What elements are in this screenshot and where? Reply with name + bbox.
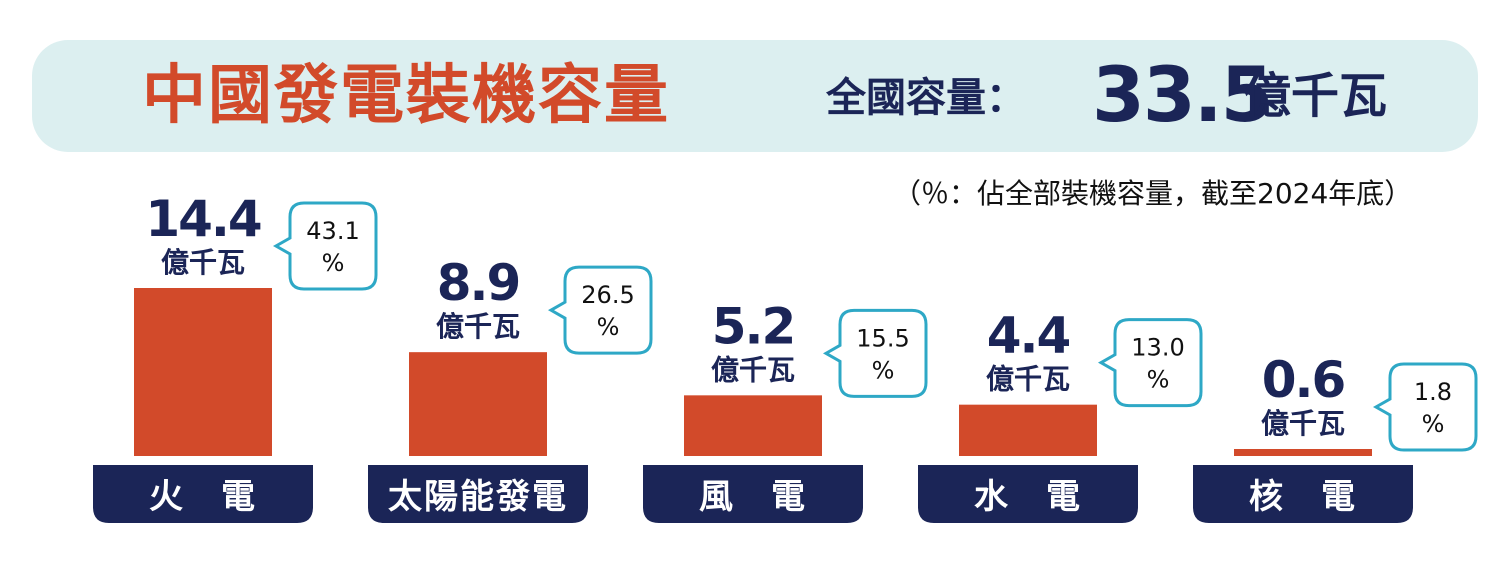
percent-callout-1 <box>547 265 653 355</box>
category-label-bg-0 <box>93 465 313 523</box>
percent-value-2: 15.5 <box>856 324 909 352</box>
percent-unit-3: % <box>1147 366 1170 394</box>
chart-note: （％：佔全部裝機容量，截至2024年底） <box>893 177 1413 210</box>
header-banner <box>32 40 1478 152</box>
percent-unit-2: % <box>872 356 895 384</box>
total-capacity-label: 全國容量： <box>826 75 1026 121</box>
bar-2 <box>684 395 822 456</box>
chart-title: 中國發電裝機容量 <box>142 59 670 133</box>
percent-callout-4 <box>1372 362 1478 452</box>
value-unit-label-4: 億千瓦 <box>1261 407 1345 440</box>
category-label-風電: 風 電 <box>699 476 807 517</box>
bar-0 <box>134 288 272 456</box>
category-label-太陽能發電: 太陽能發電 <box>388 476 568 517</box>
category-label-bg-2 <box>643 465 863 523</box>
value-label-1: 8.9 <box>437 254 520 312</box>
bar-3 <box>959 404 1097 456</box>
value-unit-label-2: 億千瓦 <box>711 353 795 386</box>
value-label-4: 0.6 <box>1262 351 1345 409</box>
value-label-2: 5.2 <box>712 297 795 355</box>
category-label-核電: 核 電 <box>1249 476 1357 517</box>
percent-value-4: 1.8 <box>1414 378 1452 406</box>
bar-4 <box>1234 449 1372 456</box>
percent-unit-0: % <box>322 249 345 277</box>
percent-value-3: 13.0 <box>1131 334 1184 362</box>
value-unit-label-3: 億千瓦 <box>986 363 1070 396</box>
percent-value-0: 43.1 <box>306 217 359 245</box>
category-label-bg-1 <box>368 465 588 523</box>
category-label-bg-4 <box>1193 465 1413 523</box>
percent-value-1: 26.5 <box>581 281 634 309</box>
percent-callout-3 <box>1097 318 1203 408</box>
percent-unit-1: % <box>597 313 620 341</box>
category-label-bg-3 <box>918 465 1138 523</box>
category-label-水電: 水 電 <box>974 476 1082 517</box>
value-label-3: 4.4 <box>987 307 1070 365</box>
category-label-火電: 火 電 <box>149 476 257 517</box>
total-capacity-value: 33.5 <box>1092 50 1274 139</box>
value-label-0: 14.4 <box>145 190 261 248</box>
bar-1 <box>409 352 547 456</box>
total-capacity-unit: 億千瓦 <box>1243 68 1388 124</box>
percent-callout-0 <box>272 201 378 291</box>
value-unit-label-1: 億千瓦 <box>436 310 520 343</box>
value-unit-label-0: 億千瓦 <box>161 246 245 279</box>
percent-callout-2 <box>822 308 928 398</box>
percent-unit-4: % <box>1422 410 1445 438</box>
